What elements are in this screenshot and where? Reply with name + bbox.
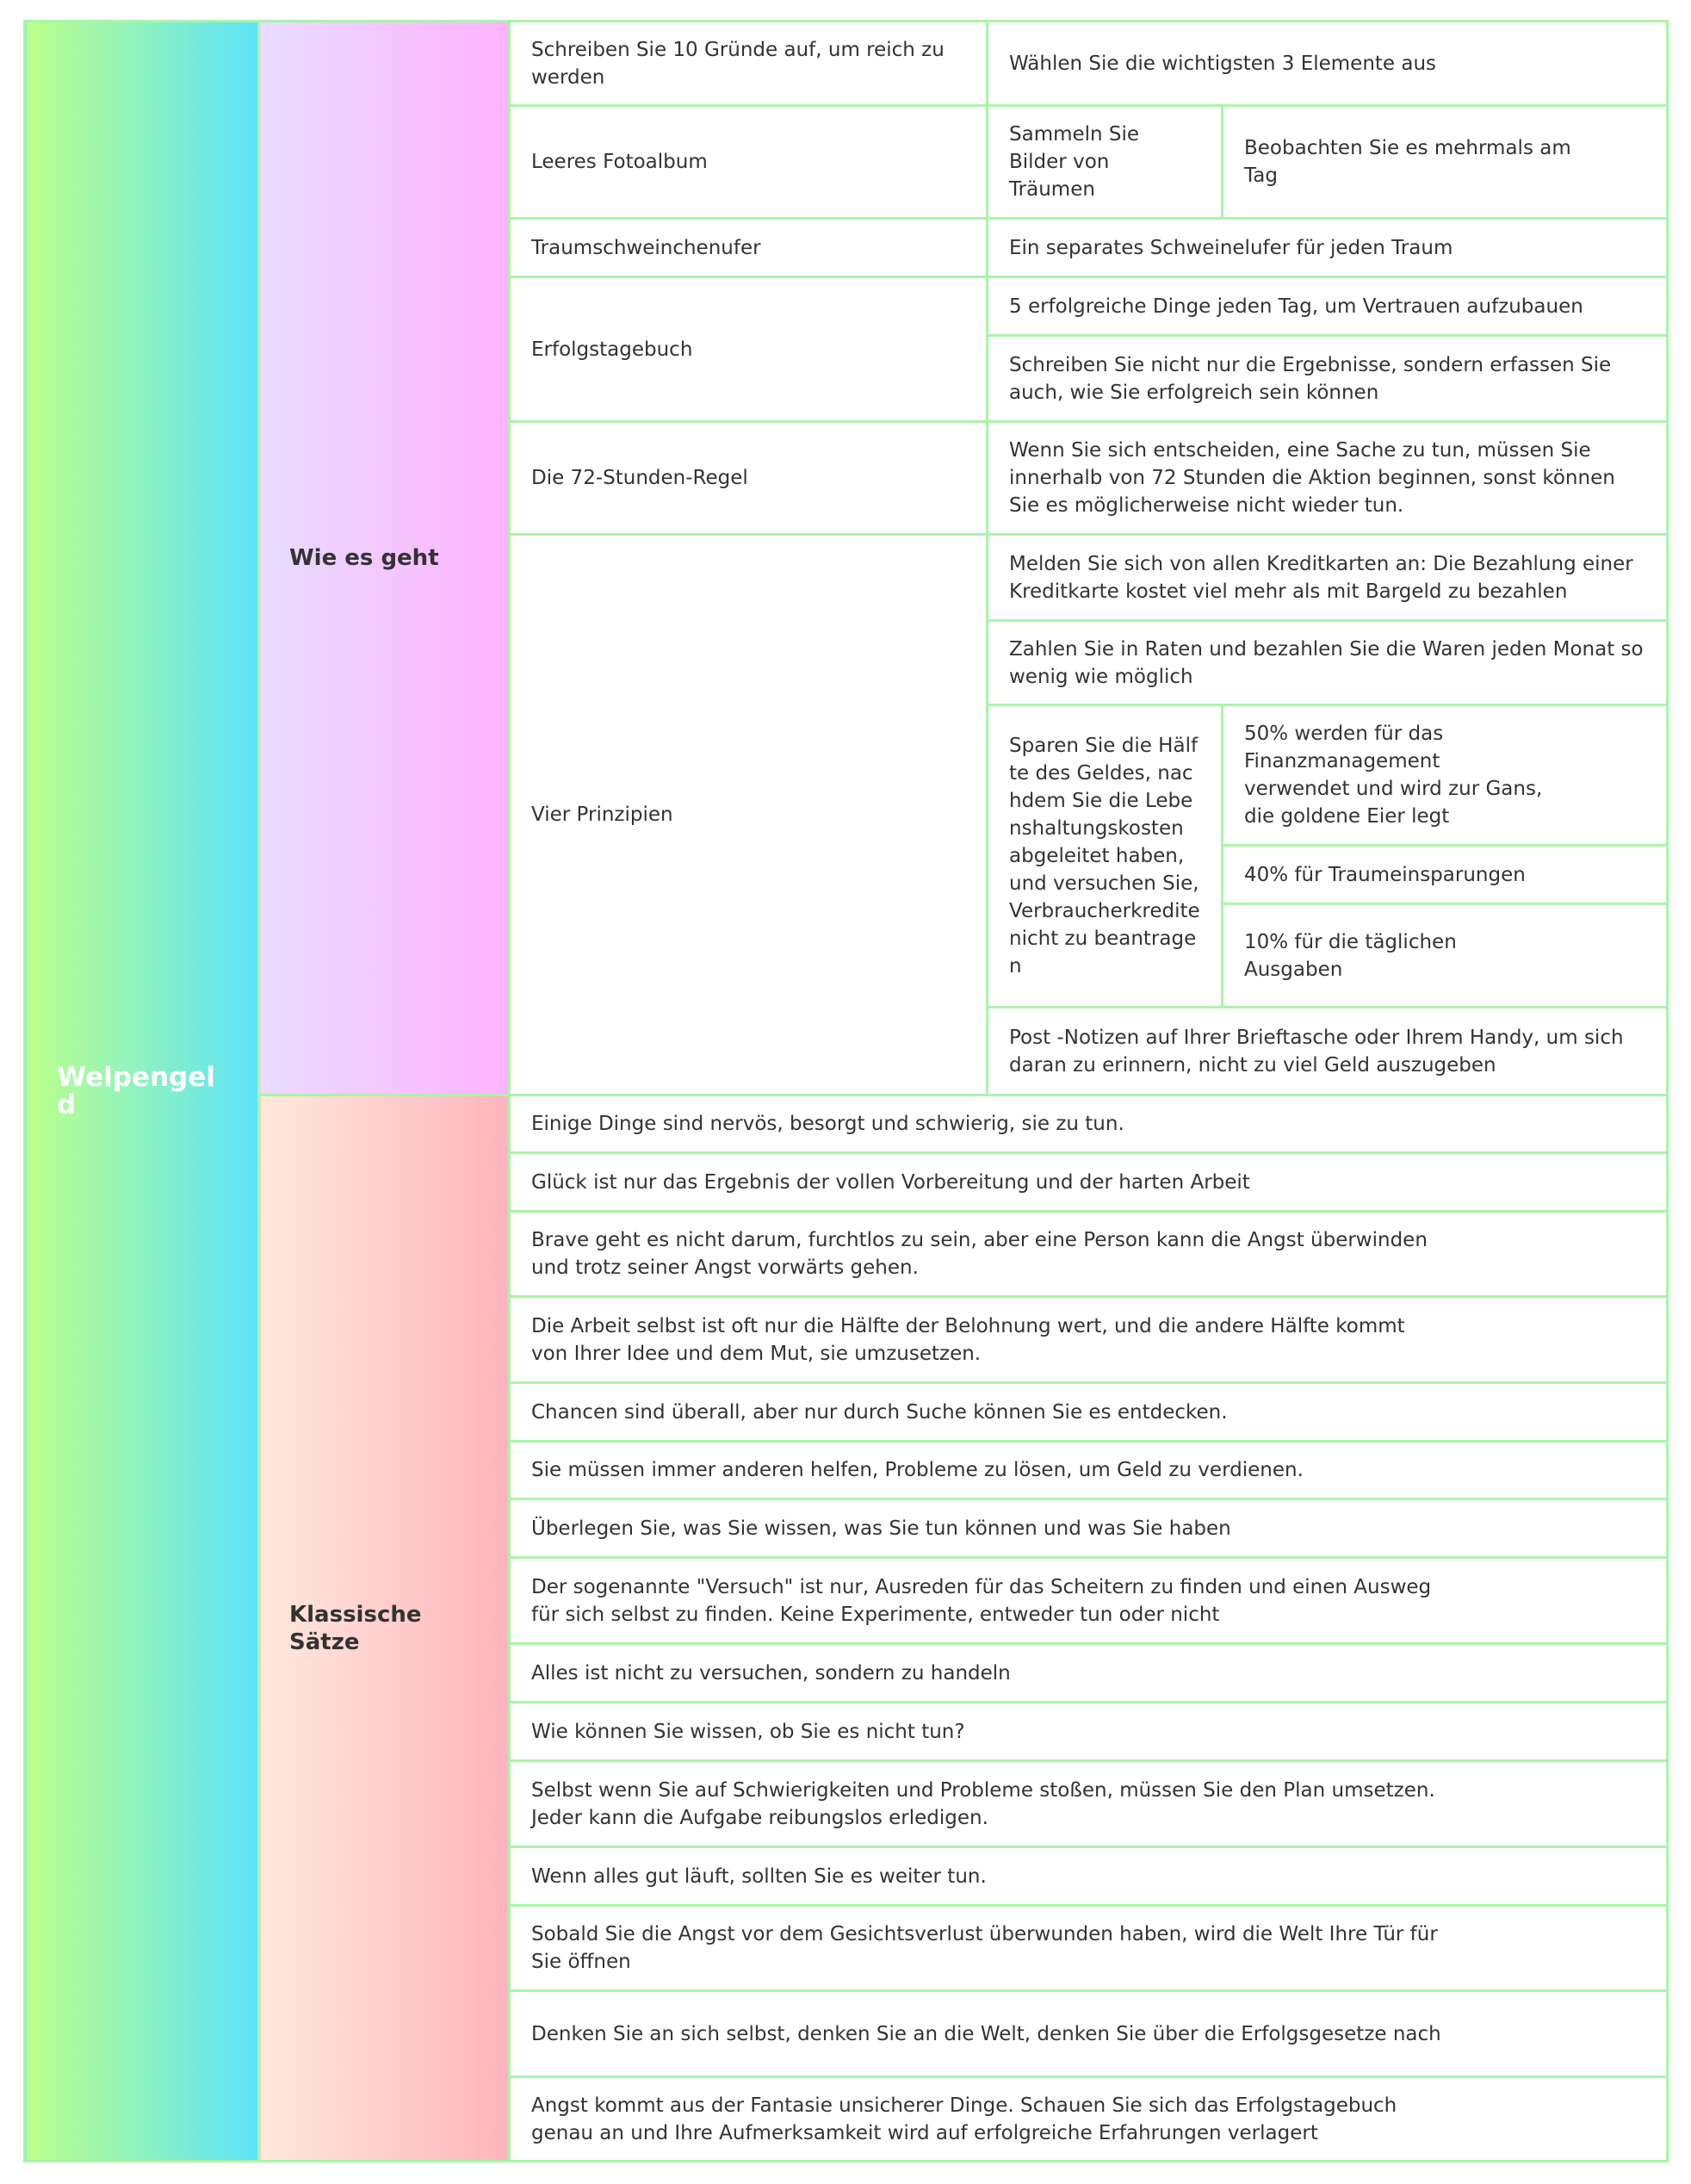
detail-node: Sparen Sie die Hälfte des Geldes, nachde… xyxy=(986,704,1223,1008)
quote-node: Der sogenannte "Versuch" ist nur, Ausred… xyxy=(508,1556,1669,1645)
topic-node: Vier Prinzipien xyxy=(508,533,988,1096)
quote-node: Denken Sie an sich selbst, denken Sie an… xyxy=(508,1989,1669,2078)
quote-node: Selbst wenn Sie auf Schwierigkeiten und … xyxy=(508,1759,1669,1848)
topic-node: Leeres Fotoalbum xyxy=(508,104,988,220)
sub-detail-node: Beobachten Sie es mehrmals am Tag xyxy=(1221,104,1669,220)
quote-node: Alles ist nicht zu versuchen, sondern zu… xyxy=(508,1642,1669,1703)
quote-node: Sie müssen immer anderen helfen, Problem… xyxy=(508,1440,1669,1500)
topic-node: Schreiben Sie 10 Gründe auf, um reich zu… xyxy=(508,20,988,107)
sub-detail-node: 40% für Traumeinsparungen xyxy=(1221,844,1669,905)
root-node: Welpengeld xyxy=(23,20,260,2162)
branch-quotes: Klassische Sätze xyxy=(257,1094,511,2162)
quote-node: Glück ist nur das Ergebnis der vollen Vo… xyxy=(508,1151,1669,1213)
quote-node: Die Arbeit selbst ist oft nur die Hälfte… xyxy=(508,1295,1669,1384)
quote-node: Angst kommt aus der Fantasie unsicherer … xyxy=(508,2075,1669,2162)
detail-node: Zahlen Sie in Raten und bezahlen Sie die… xyxy=(986,619,1669,706)
detail-node: Wählen Sie die wichtigsten 3 Elemente au… xyxy=(986,20,1669,107)
topic-node: Erfolgstagebuch xyxy=(508,276,988,423)
detail-node: Sammeln Sie Bilder von Träumen xyxy=(986,104,1223,220)
detail-node: Post -Notizen auf Ihrer Brieftasche oder… xyxy=(986,1006,1669,1096)
sub-detail-node: 10% für die täglichen Ausgaben xyxy=(1221,903,1669,1008)
quote-node: Sobald Sie die Angst vor dem Gesichtsver… xyxy=(508,1904,1669,1992)
topic-node: Die 72-Stunden-Regel xyxy=(508,420,988,536)
quote-node: Chancen sind überall, aber nur durch Suc… xyxy=(508,1381,1669,1443)
quote-node: Wie können Sie wissen, ob Sie es nicht t… xyxy=(508,1701,1669,1762)
quote-node: Einige Dinge sind nervös, besorgt und sc… xyxy=(508,1094,1669,1154)
sub-detail-node: 50% werden für das Finanzmanagement verw… xyxy=(1221,704,1669,847)
quote-node: Überlegen Sie, was Sie wissen, was Sie t… xyxy=(508,1498,1669,1559)
detail-node: 5 erfolgreiche Dinge jeden Tag, um Vertr… xyxy=(986,276,1669,337)
detail-node: Melden Sie sich von allen Kreditkarten a… xyxy=(986,533,1669,622)
branch-how: Wie es geht xyxy=(257,20,511,1096)
detail-node: Wenn Sie sich entscheiden, eine Sache zu… xyxy=(986,420,1669,536)
detail-node: Ein separates Schweinelufer für jeden Tr… xyxy=(986,217,1669,278)
quote-node: Wenn alles gut läuft, sollten Sie es wei… xyxy=(508,1846,1669,1907)
quote-node: Brave geht es nicht darum, furchtlos zu … xyxy=(508,1210,1669,1298)
detail-node: Schreiben Sie nicht nur die Ergebnisse, … xyxy=(986,334,1669,423)
topic-node: Traumschweinchenufer xyxy=(508,217,988,278)
mind-map-table: Welpengeld Wie es geht Schreiben Sie 10 … xyxy=(23,20,1669,2162)
